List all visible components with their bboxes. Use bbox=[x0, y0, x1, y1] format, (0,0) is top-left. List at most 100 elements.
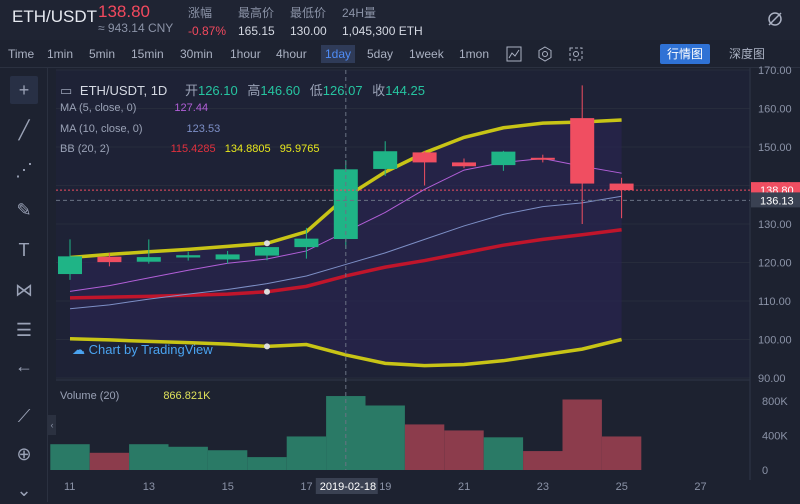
ruler-icon[interactable]: ⟋ bbox=[17, 406, 31, 426]
current-price: 138.80 bbox=[98, 2, 150, 21]
price-tick-label: 110.00 bbox=[758, 296, 791, 308]
measure-lines-icon[interactable]: ☰ bbox=[15, 320, 33, 340]
crosshair-price-tag: 136.13 bbox=[760, 195, 794, 207]
interval-5min[interactable]: 5min bbox=[89, 47, 116, 61]
candle-body bbox=[215, 254, 240, 260]
candle-body bbox=[294, 238, 319, 248]
interval-1hour[interactable]: 1hour bbox=[230, 47, 261, 61]
volume-bar bbox=[601, 436, 642, 470]
interval-1day[interactable]: 1day bbox=[321, 45, 356, 63]
interval-1week[interactable]: 1week bbox=[409, 47, 444, 61]
crosshair-price-bg bbox=[751, 192, 800, 208]
x-tick-label: 17 bbox=[300, 481, 312, 493]
crosshair-icon[interactable]: + bbox=[10, 76, 38, 104]
last-price-tag: 138.80 bbox=[760, 185, 794, 197]
legend-close-value: 144.25 bbox=[385, 83, 425, 98]
collapse-toolbar-icon[interactable]: ‹ bbox=[48, 415, 56, 435]
ma5-line bbox=[69, 158, 622, 292]
price-tick-label: 160.00 bbox=[758, 104, 792, 116]
zoom-icon[interactable]: ⊕ bbox=[16, 444, 32, 464]
last-price-tag-bg bbox=[751, 182, 800, 198]
candle-body bbox=[609, 183, 634, 191]
legend-low-value: 126.07 bbox=[322, 83, 363, 98]
chevron-down-icon[interactable]: ⌄ bbox=[16, 480, 32, 500]
bb-legend: BB (20, 2) 115.4285 134.8805 95.9765 bbox=[60, 143, 320, 155]
drawing-toolbar: + ╱ ⋰ ✎ T ⋈ ☰ ← ⟋ ⊕ ⌄ bbox=[0, 68, 48, 502]
cloud-icon: ☁ bbox=[72, 342, 85, 357]
price-pane bbox=[56, 70, 750, 378]
text-tool-icon[interactable]: T bbox=[18, 240, 30, 260]
interval-4hour[interactable]: 4hour bbox=[276, 47, 307, 61]
stat-volume: 24H量 1,045,300 ETH bbox=[342, 6, 423, 38]
interval-1mon[interactable]: 1mon bbox=[459, 47, 490, 61]
candle-body bbox=[136, 257, 161, 262]
ma5-legend: MA (5, close, 0) 127.44 bbox=[60, 102, 209, 114]
bb-fill bbox=[70, 120, 622, 366]
stat-high: 最高价 165.15 bbox=[238, 6, 275, 38]
interval-1min[interactable]: 1min bbox=[47, 47, 74, 61]
volume-bar bbox=[129, 444, 169, 470]
price-tick-label: 100.00 bbox=[758, 335, 792, 347]
candle-body bbox=[58, 256, 82, 275]
eye-off-icon[interactable] bbox=[766, 10, 784, 28]
depth-chart-button[interactable]: 深度图 bbox=[728, 47, 765, 61]
ma10-line bbox=[69, 195, 622, 310]
crosshair-date-bg bbox=[315, 478, 378, 494]
back-arrow-icon[interactable]: ← bbox=[15, 356, 33, 376]
legend-toggle[interactable]: ▭ bbox=[60, 83, 73, 98]
price-tick-label: 140.00 bbox=[758, 181, 792, 193]
interval-time[interactable]: Time bbox=[8, 47, 35, 61]
interval-5day[interactable]: 5day bbox=[367, 47, 394, 61]
legend-low-label: 低 bbox=[309, 83, 323, 98]
chart-type-icon[interactable] bbox=[506, 46, 522, 62]
brush-icon[interactable]: ✎ bbox=[16, 200, 32, 220]
candle-body bbox=[333, 169, 358, 240]
volume-legend: Volume (20) 866.821K bbox=[60, 390, 211, 402]
price-tick-label: 90.00 bbox=[758, 373, 786, 385]
bb-upper-line bbox=[69, 118, 622, 260]
header-bar: ETH/USDT 138.80 ≈ 943.14 CNY 涨幅 -0.87% 最高… bbox=[0, 0, 800, 40]
candle-body bbox=[97, 256, 122, 263]
interval-30min[interactable]: 30min bbox=[180, 47, 213, 61]
volume-bar bbox=[483, 437, 524, 470]
x-tick-label: 13 bbox=[143, 481, 155, 493]
bb-lower-point bbox=[264, 343, 270, 350]
market-chart-button[interactable]: 行情图 bbox=[660, 44, 710, 64]
volume-bar bbox=[523, 451, 563, 470]
candle-body bbox=[530, 157, 555, 160]
bb-middle-point bbox=[264, 288, 270, 295]
pattern-icon[interactable]: ⋈ bbox=[15, 280, 33, 300]
x-tick-label: 11 bbox=[64, 481, 75, 493]
screenshot-icon[interactable] bbox=[568, 46, 584, 62]
crosshair-date-label: 2019-02-18 bbox=[320, 481, 376, 493]
pair-name[interactable]: ETH/USDT bbox=[12, 7, 97, 26]
price-tick-label: 150.00 bbox=[758, 142, 792, 154]
settings-icon[interactable] bbox=[537, 46, 553, 62]
volume-tick-label: 800K bbox=[762, 396, 788, 408]
x-tick-label: 23 bbox=[537, 481, 549, 493]
price-tick-label: 130.00 bbox=[758, 219, 792, 231]
candle-body bbox=[412, 152, 437, 163]
candle-body bbox=[452, 162, 476, 167]
fib-icon[interactable]: ⋰ bbox=[15, 160, 33, 180]
x-tick-label: 21 bbox=[458, 481, 470, 493]
candle-body bbox=[255, 247, 279, 256]
legend-high-value: 146.60 bbox=[260, 83, 301, 98]
stat-change: 涨幅 -0.87% bbox=[188, 6, 227, 38]
bb-upper-point bbox=[264, 240, 270, 247]
chart-legend: ▭ ETH/USDT, 1D 开126.10 高146.60 低126.07 收… bbox=[60, 80, 425, 99]
trendline-icon[interactable]: ╱ bbox=[18, 120, 30, 140]
candle-body bbox=[570, 118, 595, 184]
interval-15min[interactable]: 15min bbox=[131, 47, 164, 61]
volume-bar bbox=[444, 430, 484, 470]
interval-toolbar: Time 1min 5min 15min 30min 1hour 4hour 1… bbox=[0, 40, 800, 68]
volume-bar bbox=[207, 450, 248, 470]
legend-close-label: 收 bbox=[372, 83, 386, 98]
volume-tick-label: 0 bbox=[762, 465, 768, 477]
volume-bar bbox=[286, 436, 327, 470]
x-tick-label: 15 bbox=[222, 481, 234, 493]
stat-low: 最低价 130.00 bbox=[290, 6, 327, 38]
x-tick-label: 19 bbox=[379, 481, 391, 493]
tradingview-watermark[interactable]: ☁ Chart by TradingView bbox=[72, 342, 213, 357]
volume-bar bbox=[562, 399, 602, 470]
